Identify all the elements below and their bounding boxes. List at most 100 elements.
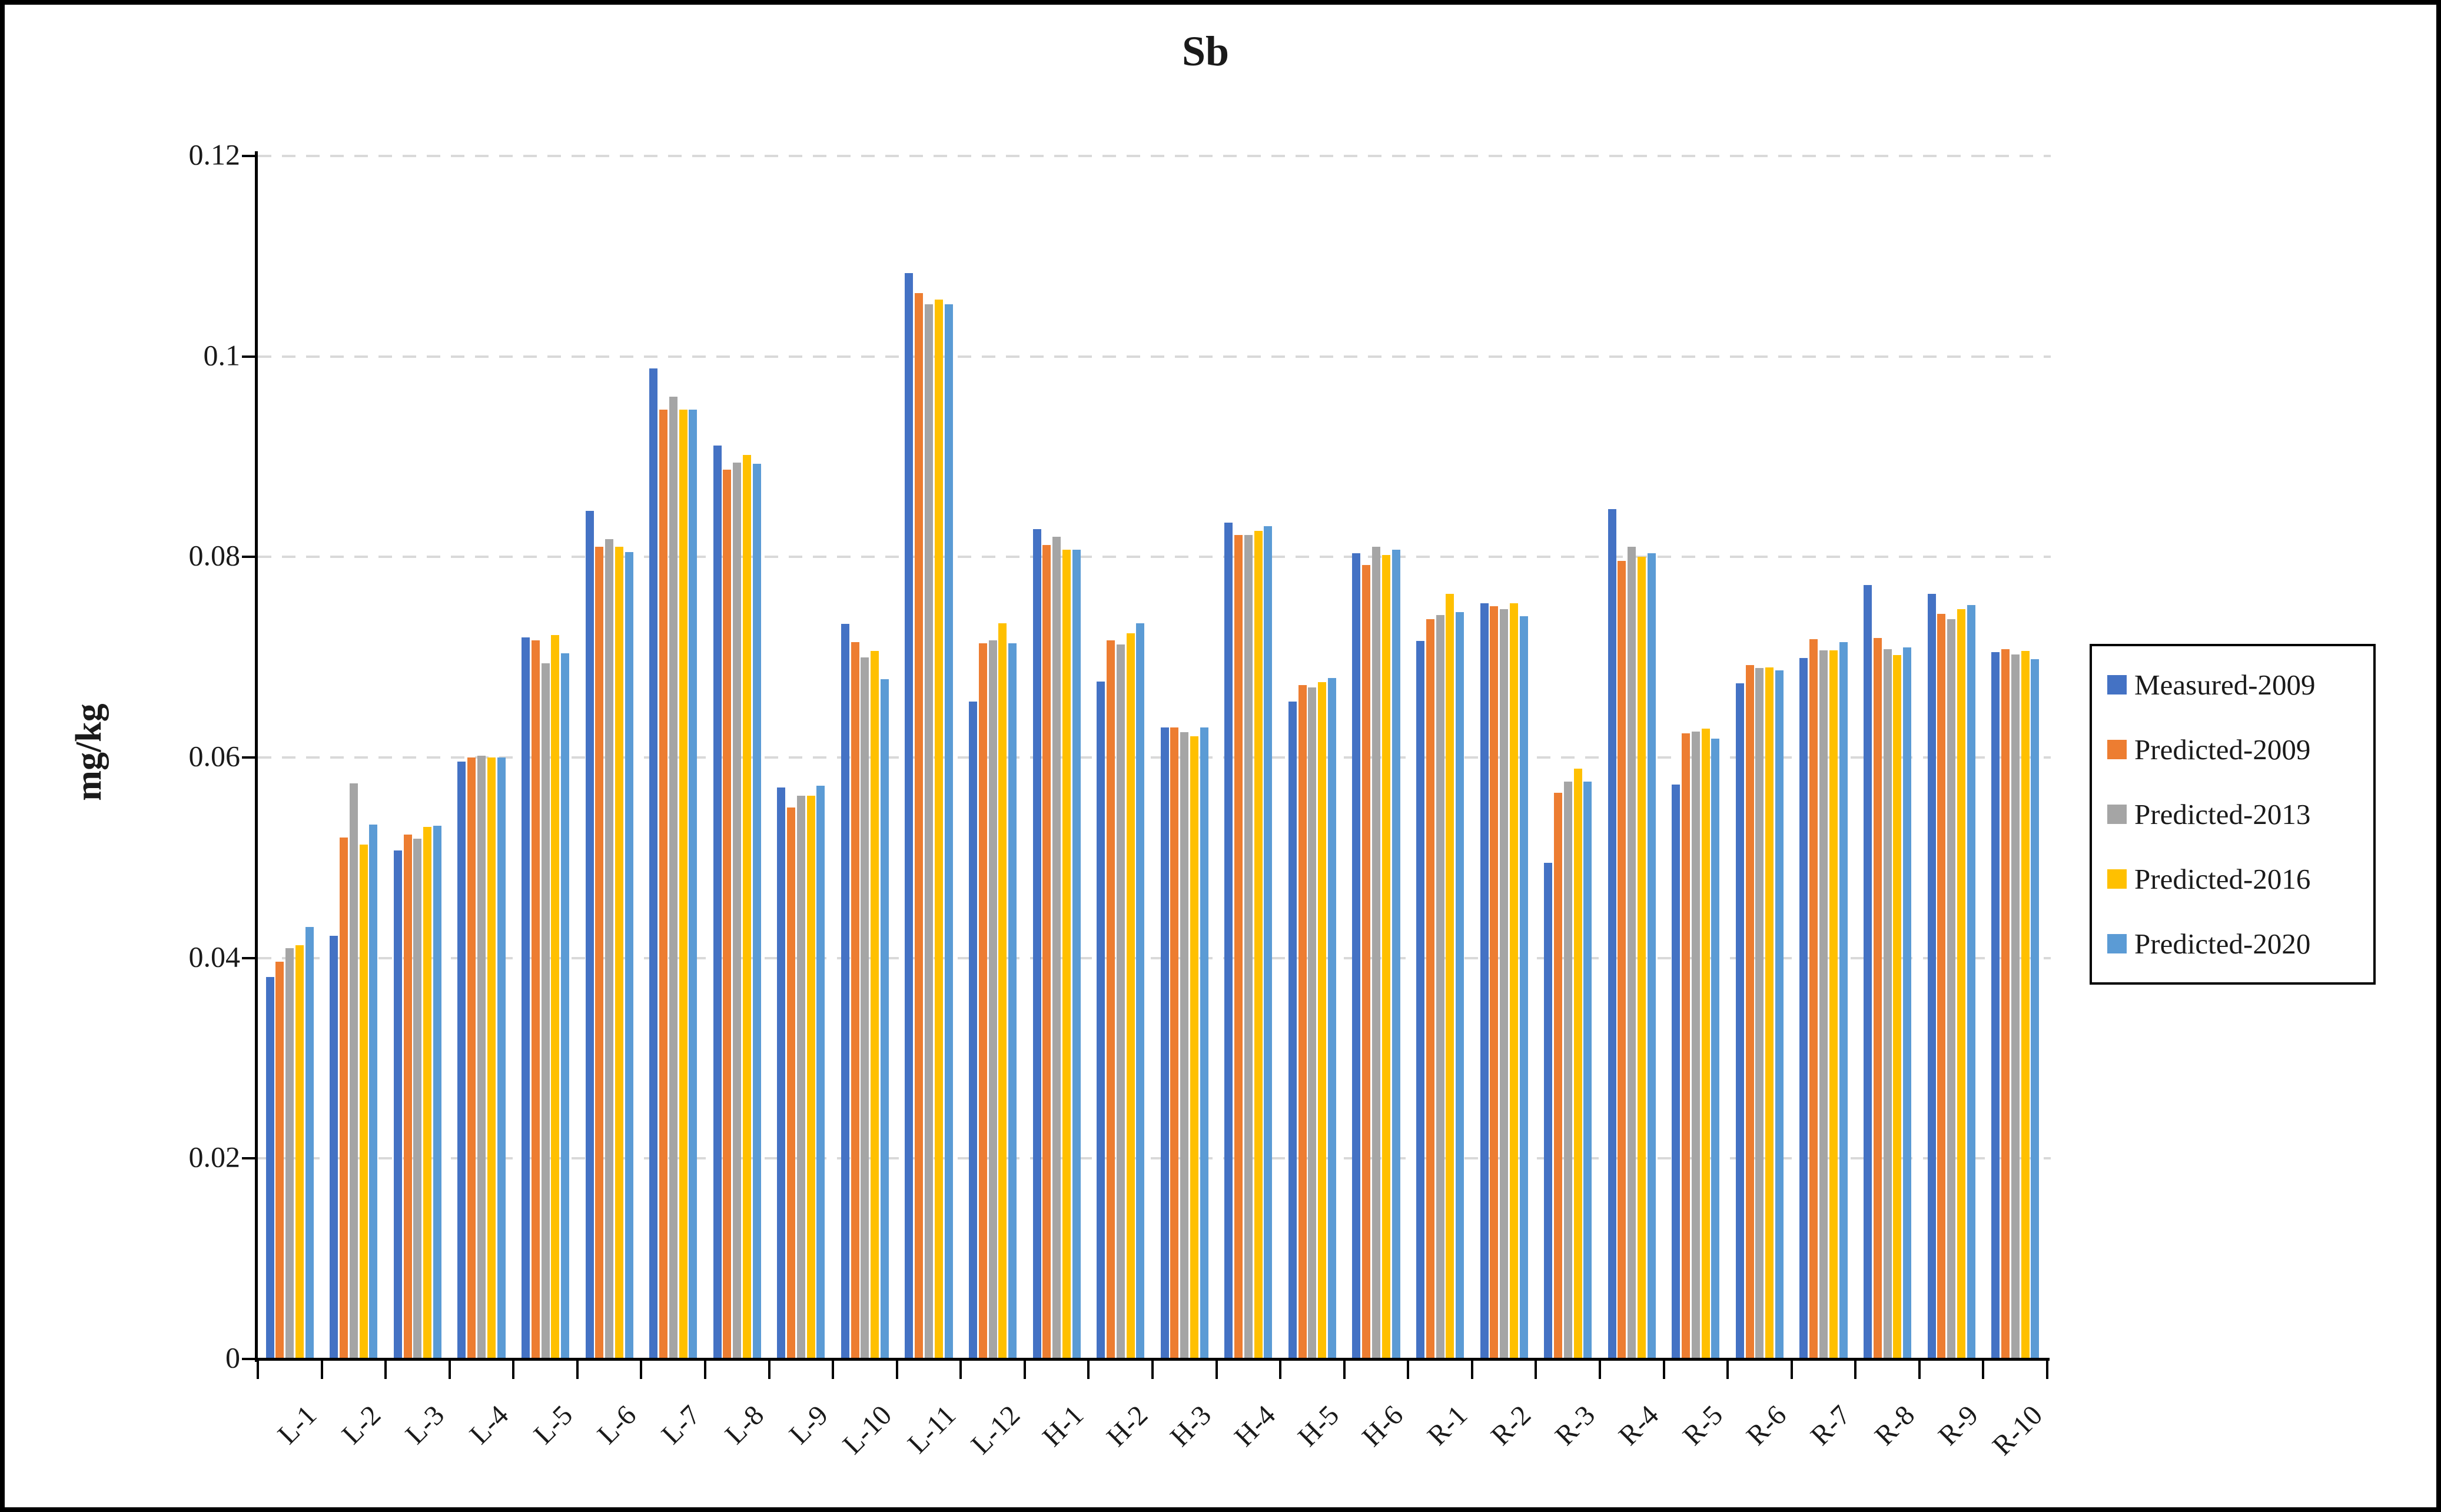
- x-tick: [1279, 1359, 1282, 1379]
- bar-Predicted-2020-R-3: [1583, 781, 1592, 1359]
- bar-Predicted-2016-R-2: [1509, 603, 1518, 1359]
- x-tick: [1662, 1359, 1665, 1379]
- bar-Predicted-2009-L-12: [978, 643, 987, 1359]
- bar-Measured-2009-L-12: [968, 701, 977, 1359]
- x-tick: [448, 1359, 451, 1379]
- legend-item: Predicted-2013: [2107, 797, 2373, 831]
- legend-label: Predicted-2016: [2134, 863, 2311, 896]
- bar-group: [450, 156, 514, 1359]
- bar-group: [1217, 156, 1281, 1359]
- bar-Predicted-2009-L-5: [531, 640, 540, 1359]
- bar-Predicted-2016-R-7: [1829, 650, 1838, 1359]
- bar-Predicted-2013-L-2: [349, 783, 358, 1359]
- grid-line: [258, 756, 2051, 759]
- bar-Measured-2009-L-10: [841, 624, 849, 1359]
- bar-Measured-2009-R-4: [1608, 509, 1616, 1359]
- bar-Measured-2009-R-8: [1863, 585, 1872, 1359]
- bar-group: [1088, 156, 1153, 1359]
- legend-item: Measured-2009: [2107, 668, 2373, 702]
- bar-group: [641, 156, 705, 1359]
- x-tick: [704, 1359, 706, 1379]
- bar-Predicted-2020-H-1: [1072, 550, 1081, 1359]
- bar-Predicted-2016-R-6: [1765, 667, 1774, 1359]
- legend-swatch-icon: [2107, 739, 2127, 759]
- bar-group: [1025, 156, 1089, 1359]
- bar-Predicted-2020-H-4: [1264, 526, 1273, 1359]
- bar-Predicted-2020-L-5: [561, 653, 570, 1359]
- bar-Predicted-2009-L-3: [403, 835, 412, 1359]
- bar-Predicted-2009-L-1: [275, 962, 284, 1359]
- bar-Measured-2009-L-5: [521, 637, 530, 1359]
- x-tick: [768, 1359, 771, 1379]
- bar-Predicted-2020-R-7: [1839, 642, 1848, 1359]
- bar-group: [833, 156, 897, 1359]
- bar-Measured-2009-L-8: [713, 446, 722, 1359]
- bar-Predicted-2009-R-10: [2001, 649, 2010, 1359]
- x-tick: [640, 1359, 643, 1379]
- bar-group: [1536, 156, 1600, 1359]
- bar-Predicted-2016-R-9: [1957, 609, 1965, 1359]
- bar-group: [1472, 156, 1536, 1359]
- grid-line: [258, 956, 2051, 959]
- y-tick: [242, 155, 255, 157]
- y-tick: [242, 355, 255, 358]
- y-tick-label: 0.04: [188, 940, 241, 973]
- bar-Measured-2009-H-6: [1352, 553, 1361, 1359]
- y-tick-label: 0.02: [188, 1141, 241, 1174]
- bar-Predicted-2009-R-7: [1809, 639, 1818, 1359]
- bar-Predicted-2020-R-2: [1519, 616, 1528, 1359]
- bar-Predicted-2013-R-9: [1947, 619, 1956, 1359]
- x-tick: [1215, 1359, 1218, 1379]
- x-tick: [895, 1359, 898, 1379]
- bar-Predicted-2016-L-12: [998, 623, 1007, 1359]
- bar-Predicted-2020-R-4: [1647, 553, 1656, 1359]
- bar-Predicted-2020-R-10: [2031, 659, 2040, 1359]
- y-tick-label: 0.1: [203, 338, 241, 372]
- x-tick: [1726, 1359, 1729, 1379]
- x-tick: [1343, 1359, 1346, 1379]
- bar-Predicted-2016-R-4: [1638, 557, 1646, 1359]
- y-tick: [242, 1358, 255, 1360]
- bar-Predicted-2013-H-4: [1244, 534, 1253, 1359]
- bar-Predicted-2013-L-3: [413, 838, 422, 1359]
- bar-Predicted-2013-L-6: [605, 539, 614, 1359]
- legend: Measured-2009 Predicted-2009 Predicted-201…: [2090, 644, 2376, 985]
- bar-Predicted-2009-L-10: [851, 642, 859, 1359]
- bar-Predicted-2013-R-4: [1628, 547, 1636, 1359]
- bar-Predicted-2009-H-4: [1234, 534, 1243, 1359]
- legend-item: Predicted-2009: [2107, 733, 2373, 766]
- bar-Predicted-2009-R-8: [1873, 638, 1882, 1359]
- grid-line: [258, 556, 2051, 559]
- legend-label: Predicted-2009: [2134, 733, 2311, 766]
- bar-Predicted-2013-R-7: [1819, 650, 1828, 1359]
- bar-group: [1664, 156, 1728, 1359]
- bar-Predicted-2016-L-1: [295, 945, 304, 1359]
- bar-Predicted-2020-H-3: [1200, 727, 1208, 1359]
- x-tick: [832, 1359, 835, 1379]
- bar-Predicted-2009-H-3: [1170, 727, 1179, 1359]
- bar-Measured-2009-L-11: [905, 273, 914, 1359]
- bar-Predicted-2013-L-1: [285, 948, 294, 1359]
- bar-Predicted-2020-R-5: [1711, 738, 1720, 1359]
- bar-Predicted-2009-H-2: [1106, 640, 1115, 1359]
- bar-Predicted-2013-R-3: [1563, 781, 1572, 1359]
- bar-Measured-2009-R-2: [1480, 603, 1489, 1359]
- bar-Predicted-2020-L-2: [369, 825, 378, 1359]
- y-axis-line: [255, 151, 258, 1362]
- bar-Predicted-2016-H-6: [1381, 554, 1390, 1359]
- bar-Predicted-2013-R-1: [1436, 615, 1444, 1359]
- bar-Predicted-2020-L-10: [881, 679, 889, 1359]
- bar-Predicted-2013-R-2: [1500, 609, 1509, 1359]
- bar-Predicted-2016-H-5: [1318, 682, 1327, 1359]
- bar-Predicted-2020-R-8: [1903, 647, 1912, 1359]
- bar-Predicted-2013-H-6: [1371, 547, 1380, 1359]
- bar-Predicted-2016-H-4: [1254, 531, 1263, 1359]
- x-tick: [1023, 1359, 1026, 1379]
- bar-group: [897, 156, 961, 1359]
- bar-Measured-2009-L-4: [457, 761, 466, 1359]
- bar-Predicted-2009-R-1: [1426, 619, 1434, 1359]
- bar-group: [961, 156, 1025, 1359]
- bar-Predicted-2016-H-1: [1062, 550, 1071, 1359]
- plot-area: [258, 155, 2051, 1359]
